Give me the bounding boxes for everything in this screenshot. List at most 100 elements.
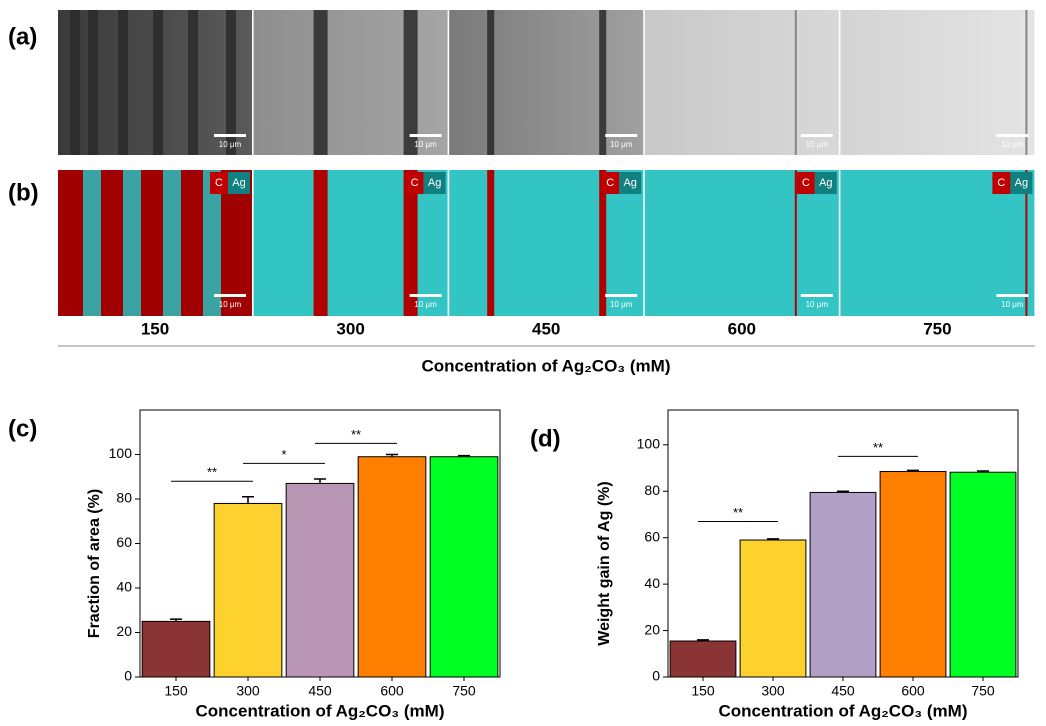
significance-label: ** [351, 427, 361, 442]
panel-label: (c) [8, 415, 37, 442]
scale-bar-label: 10 μm [219, 140, 242, 149]
sem-image [840, 10, 1035, 155]
scale-bar-label: 10 μm [806, 140, 829, 149]
tag-label: C [411, 177, 419, 189]
y-tick-label: 100 [109, 445, 133, 461]
x-tick-label: 750 [971, 683, 995, 699]
scale-bar-label: 10 μm [414, 140, 437, 149]
fiber-gap [188, 10, 198, 155]
scale-bar [800, 134, 833, 137]
tag-label: Ag [1015, 177, 1028, 189]
plot-frame [139, 409, 501, 678]
c-band [599, 170, 607, 316]
scale-bar-label: 10 μm [610, 140, 633, 149]
significance-label: ** [207, 465, 217, 480]
panel-label: (a) [8, 23, 37, 50]
ag-band [83, 170, 101, 316]
scale-bar [996, 294, 1029, 297]
y-axis-label: Fraction of area (%) [86, 489, 103, 638]
fiber-gap [88, 10, 98, 155]
fiber-gap [1025, 10, 1028, 155]
y-tick-label: 100 [637, 436, 661, 452]
error-bar [170, 618, 182, 622]
tag-label: Ag [232, 177, 245, 189]
tag-ag [814, 172, 837, 194]
y-tick-label: 60 [644, 528, 660, 544]
x-tick-label: 600 [380, 683, 404, 699]
bar [429, 456, 499, 678]
tag-ag [1010, 172, 1033, 194]
x-tick-label: 150 [164, 683, 188, 699]
sem-image [253, 10, 448, 155]
scale-bar-label: 10 μm [806, 300, 829, 309]
error-bar [242, 496, 254, 504]
tag-c [210, 172, 228, 194]
scale-bar-label: 10 μm [610, 300, 633, 309]
fiber-gap [599, 10, 607, 155]
tag-label: C [997, 177, 1005, 189]
y-tick-label: 20 [116, 623, 132, 639]
concentration-label: 150 [141, 319, 169, 338]
tag-label: C [215, 177, 223, 189]
sem-image [449, 10, 644, 155]
scale-bar [214, 294, 246, 297]
bar [285, 482, 355, 678]
x-axis-label: Concentration of Ag₂CO₃ (mM) [719, 701, 968, 720]
x-tick-label: 450 [831, 683, 855, 699]
scale-bar [605, 134, 638, 137]
scale-bar-label: 10 μm [414, 300, 437, 309]
x-tick-label: 300 [236, 683, 260, 699]
fiber-gap [313, 10, 328, 155]
tag-ag [423, 172, 446, 194]
fiber-gap [153, 10, 163, 155]
error-bar [907, 469, 919, 472]
y-tick-label: 20 [644, 621, 660, 637]
tag-label: Ag [819, 177, 832, 189]
x-tick-label: 600 [901, 683, 925, 699]
error-bar [697, 639, 709, 642]
bar [141, 620, 211, 678]
error-bar [386, 453, 398, 457]
fiber-gap [118, 10, 128, 155]
ag-band [123, 170, 141, 316]
fiber-gap [226, 10, 236, 155]
y-tick-label: 40 [644, 575, 660, 591]
plot-frame [667, 409, 1019, 678]
tag-label: Ag [623, 177, 636, 189]
concentration-label: 600 [728, 319, 756, 338]
eds-map [644, 170, 839, 316]
bar [879, 471, 947, 678]
ag-band [203, 170, 221, 316]
bar [949, 471, 1017, 678]
c-band [313, 170, 328, 316]
tag-c [796, 172, 815, 194]
tag-label: C [606, 177, 614, 189]
bar [739, 539, 807, 678]
error-bar [314, 478, 326, 484]
axis-label: Concentration of Ag₂CO₃ (mM) [422, 356, 671, 375]
bar [809, 491, 877, 678]
y-tick-label: 40 [116, 579, 132, 595]
scale-bar [605, 294, 638, 297]
tag-ag [619, 172, 642, 194]
sem-image [644, 10, 839, 155]
eds-map [449, 170, 644, 316]
significance-label: ** [873, 440, 883, 455]
error-bar [977, 470, 989, 473]
eds-map [840, 170, 1035, 316]
concentration-label: 300 [336, 319, 364, 338]
error-bar [767, 538, 779, 541]
scale-bar [996, 134, 1029, 137]
ag-band [163, 170, 181, 316]
x-tick-label: 150 [691, 683, 715, 699]
fiber-gap [487, 10, 495, 155]
x-tick-label: 300 [761, 683, 785, 699]
c-band [487, 170, 495, 316]
concentration-label: 750 [923, 319, 951, 338]
c-band [1025, 170, 1028, 316]
bar [669, 640, 737, 678]
error-bar [837, 490, 849, 493]
x-tick-label: 450 [308, 683, 332, 699]
